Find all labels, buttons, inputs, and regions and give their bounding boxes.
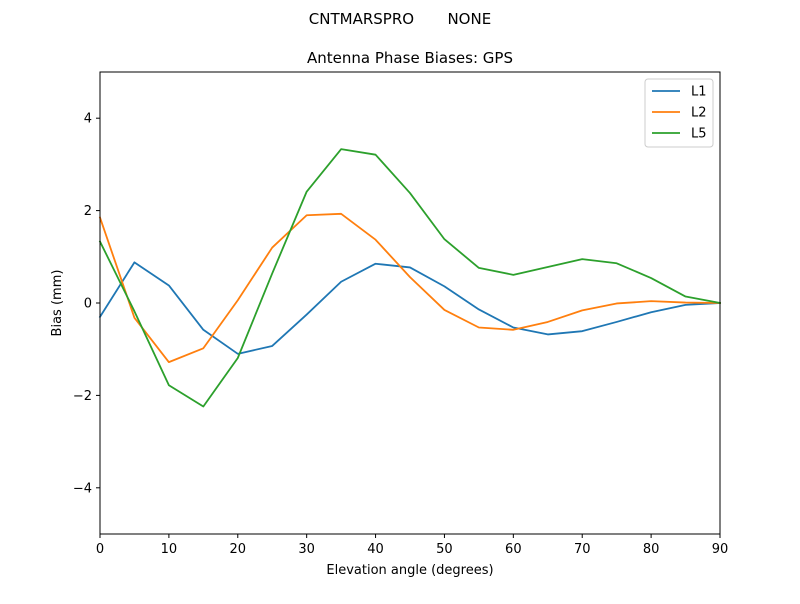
x-axis-label: Elevation angle (degrees) bbox=[326, 563, 493, 578]
y-tick-label: 4 bbox=[84, 112, 92, 127]
legend-label-l5: L5 bbox=[691, 127, 707, 142]
legend: L1 L2 L5 bbox=[644, 78, 714, 148]
y-axis-label: Bias (mm) bbox=[50, 270, 65, 337]
y-tick-label: −2 bbox=[73, 389, 92, 404]
series-line-l2 bbox=[98, 212, 721, 364]
x-tick-label: 0 bbox=[96, 542, 104, 557]
x-tick-label: 40 bbox=[367, 542, 384, 557]
x-axis-ticks: 0 10 20 30 40 50 60 70 80 90 bbox=[96, 534, 728, 557]
x-tick-label: 20 bbox=[230, 542, 247, 557]
legend-box bbox=[644, 78, 714, 148]
chart-title: Antenna Phase Biases: GPS bbox=[307, 49, 513, 67]
x-tick-label: 10 bbox=[161, 542, 178, 557]
y-axis-ticks: −4 −2 0 2 4 bbox=[73, 112, 100, 496]
series-line-l1 bbox=[98, 261, 721, 355]
x-tick-label: 50 bbox=[436, 542, 453, 557]
x-tick-label: 90 bbox=[712, 542, 729, 557]
x-tick-label: 60 bbox=[505, 542, 522, 557]
figure-suptitle: CNTMARSPRO NONE bbox=[309, 10, 491, 28]
series-line-l5 bbox=[98, 148, 722, 408]
legend-label-l1: L1 bbox=[691, 85, 707, 100]
y-tick-label: −4 bbox=[73, 481, 92, 496]
legend-label-l2: L2 bbox=[691, 106, 707, 121]
y-tick-label: 0 bbox=[84, 297, 92, 312]
y-tick-label: 2 bbox=[84, 204, 92, 219]
x-tick-label: 30 bbox=[298, 542, 315, 557]
x-tick-label: 80 bbox=[643, 542, 660, 557]
series-layer bbox=[98, 148, 722, 408]
x-tick-label: 70 bbox=[574, 542, 591, 557]
